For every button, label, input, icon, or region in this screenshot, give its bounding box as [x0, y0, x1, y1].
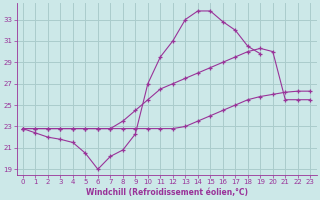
X-axis label: Windchill (Refroidissement éolien,°C): Windchill (Refroidissement éolien,°C)	[85, 188, 248, 197]
